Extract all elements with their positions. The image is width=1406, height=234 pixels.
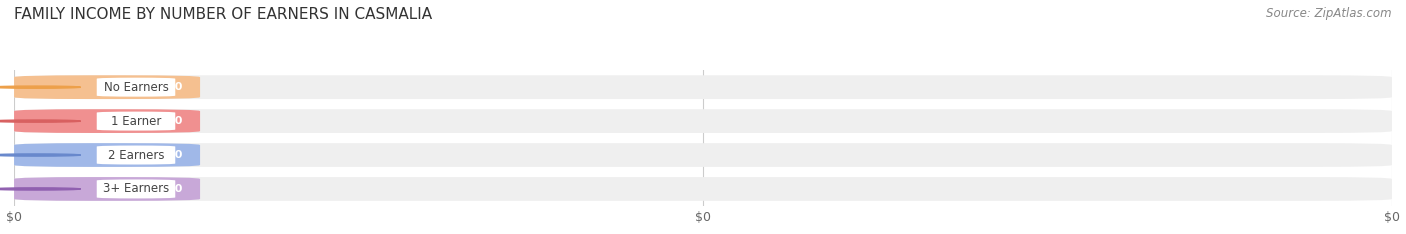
FancyBboxPatch shape: [14, 75, 1392, 99]
Text: 2 Earners: 2 Earners: [108, 149, 165, 161]
Text: $0: $0: [167, 116, 183, 126]
Text: No Earners: No Earners: [104, 81, 169, 94]
Text: Source: ZipAtlas.com: Source: ZipAtlas.com: [1267, 7, 1392, 20]
FancyBboxPatch shape: [14, 143, 1392, 167]
Text: $0: $0: [167, 150, 183, 160]
FancyBboxPatch shape: [97, 112, 176, 131]
Text: $0: $0: [167, 184, 183, 194]
FancyBboxPatch shape: [97, 146, 176, 165]
Circle shape: [0, 154, 80, 156]
FancyBboxPatch shape: [14, 109, 200, 133]
FancyBboxPatch shape: [14, 177, 1392, 201]
FancyBboxPatch shape: [14, 109, 1392, 133]
Text: FAMILY INCOME BY NUMBER OF EARNERS IN CASMALIA: FAMILY INCOME BY NUMBER OF EARNERS IN CA…: [14, 7, 432, 22]
Circle shape: [0, 120, 80, 122]
FancyBboxPatch shape: [14, 75, 200, 99]
Text: 3+ Earners: 3+ Earners: [103, 183, 169, 195]
FancyBboxPatch shape: [97, 78, 176, 97]
Circle shape: [0, 188, 80, 190]
FancyBboxPatch shape: [97, 179, 176, 198]
FancyBboxPatch shape: [14, 177, 200, 201]
FancyBboxPatch shape: [14, 143, 200, 167]
Text: 1 Earner: 1 Earner: [111, 115, 162, 128]
Circle shape: [0, 86, 80, 88]
Text: $0: $0: [167, 82, 183, 92]
